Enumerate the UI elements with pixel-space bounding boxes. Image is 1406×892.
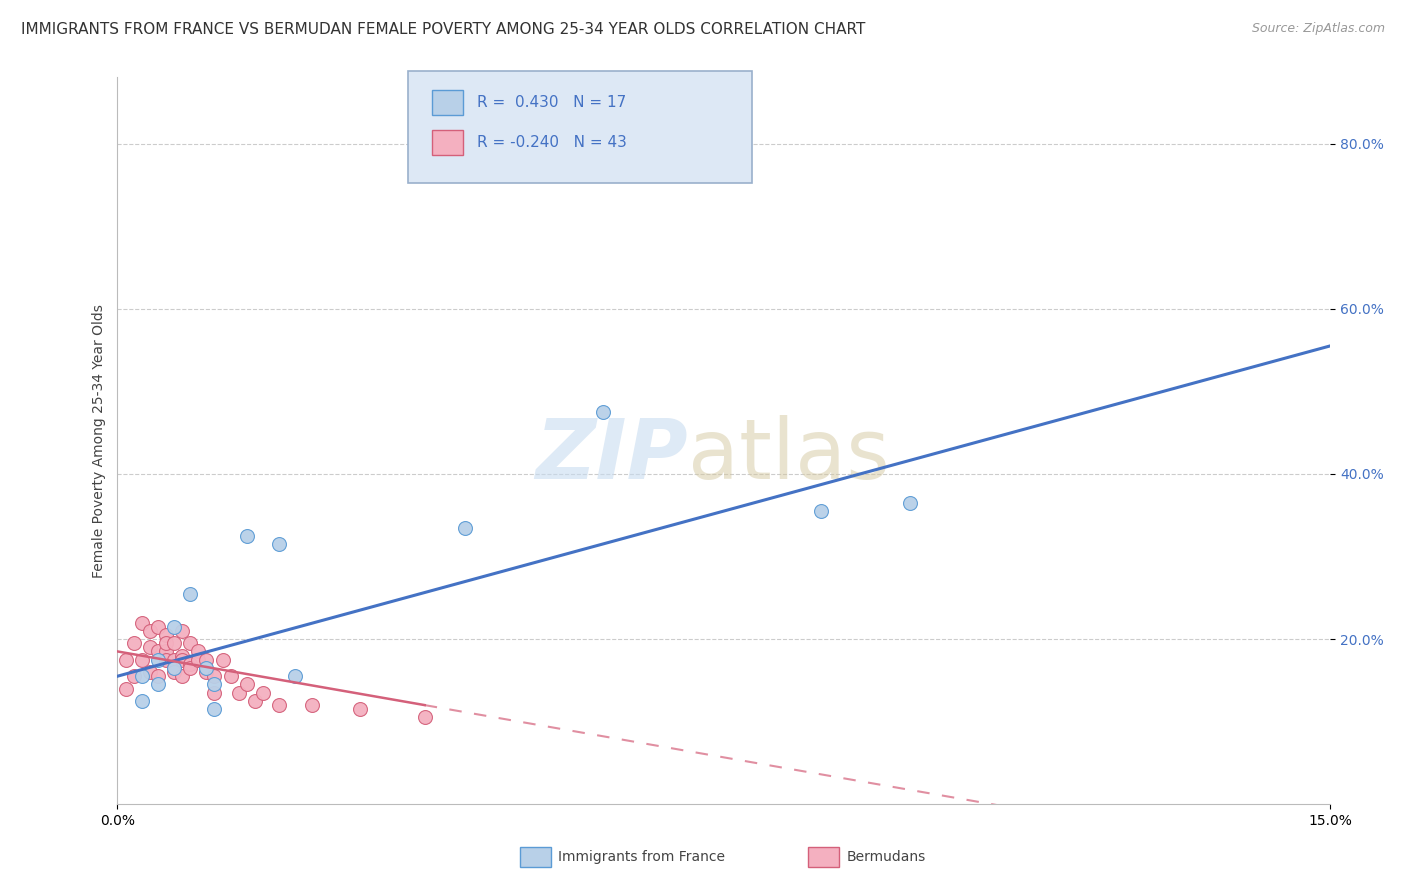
Text: R = -0.240   N = 43: R = -0.240 N = 43 [477,136,627,150]
Point [284,669,307,683]
Point [146,677,169,691]
Text: Bermudans: Bermudans [846,850,925,864]
Point [187,653,209,667]
Point [131,694,153,708]
Point [146,644,169,658]
Point [349,702,371,716]
Point [236,529,259,543]
Point [252,686,274,700]
Point [155,644,177,658]
Point [211,653,233,667]
Point [195,661,218,675]
Point [810,504,832,518]
Point [269,698,291,712]
Point [204,702,226,716]
Point [139,624,162,638]
Point [122,636,145,650]
Text: Immigrants from France: Immigrants from France [558,850,725,864]
Point [204,686,226,700]
Point [243,694,266,708]
Point [163,661,186,675]
Point [179,636,201,650]
Point [131,615,153,630]
Point [195,653,218,667]
Text: ZIP: ZIP [534,415,688,496]
Point [195,665,218,679]
Text: Source: ZipAtlas.com: Source: ZipAtlas.com [1251,22,1385,36]
Point [172,624,194,638]
Point [155,636,177,650]
Point [131,653,153,667]
Point [172,653,194,667]
Point [592,405,614,419]
Point [301,698,323,712]
Point [228,686,250,700]
Point [172,669,194,683]
Point [204,669,226,683]
Text: IMMIGRANTS FROM FRANCE VS BERMUDAN FEMALE POVERTY AMONG 25-34 YEAR OLDS CORRELAT: IMMIGRANTS FROM FRANCE VS BERMUDAN FEMAL… [21,22,866,37]
Text: R =  0.430   N = 17: R = 0.430 N = 17 [477,95,626,110]
Point [163,620,186,634]
Point [139,640,162,655]
Point [413,710,436,724]
Point [114,653,136,667]
Point [163,665,186,679]
Point [269,537,291,551]
Point [139,665,162,679]
Point [454,520,477,534]
Point [187,644,209,658]
Point [155,628,177,642]
Point [122,669,145,683]
Y-axis label: Female Poverty Among 25-34 Year Olds: Female Poverty Among 25-34 Year Olds [93,304,107,578]
Point [146,653,169,667]
Point [219,669,242,683]
Point [179,586,201,600]
Point [114,681,136,696]
Point [172,648,194,663]
Point [146,669,169,683]
Point [179,657,201,671]
Point [179,661,201,675]
Text: atlas: atlas [688,415,889,496]
Point [204,677,226,691]
Point [163,653,186,667]
Point [898,496,921,510]
Point [131,669,153,683]
Point [163,636,186,650]
Point [236,677,259,691]
Point [163,661,186,675]
Point [155,653,177,667]
Point [146,620,169,634]
